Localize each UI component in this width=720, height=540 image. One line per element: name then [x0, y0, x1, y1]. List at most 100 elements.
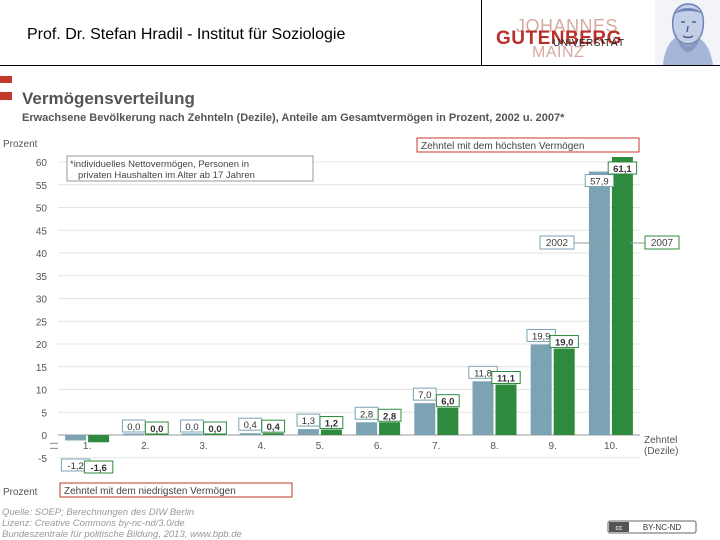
logo-line-1: JOHANNES	[516, 16, 619, 36]
x-tick-label: 9.	[549, 441, 557, 452]
data-label: 11,8	[474, 368, 492, 379]
source-line: Bundeszentrale für politische Bildung, 2…	[2, 529, 242, 540]
footnote-line-2: privaten Haushalten im Alter ab 17 Jahre…	[78, 170, 255, 181]
bar-2002	[472, 381, 494, 435]
data-label: 1,2	[325, 419, 338, 430]
top-decile-box	[416, 137, 640, 153]
data-label: 19,0	[555, 338, 574, 349]
slide-header: Prof. Dr. Stefan Hradil - Institut für S…	[0, 0, 720, 66]
bottom-decile-box	[59, 482, 293, 498]
wealth-distribution-chart: Vermögensverteilung Erwachsene Bevölkerun…	[0, 76, 697, 540]
data-label: 6,0	[441, 397, 454, 408]
x-tick-label: 10.	[604, 441, 618, 452]
source-line: Lizenz: Creative Commons by-nc-nd/3.0/de	[2, 518, 185, 529]
bar-2002	[414, 403, 436, 435]
y-tick-label: 15	[36, 363, 48, 374]
x-tick-label: 5.	[316, 441, 324, 452]
logo-line-3: UNIVERSITÄT	[553, 38, 625, 49]
data-label: 0,0	[185, 422, 198, 433]
y-tick-label: 10	[36, 386, 48, 397]
x-tick-label: 6.	[374, 441, 382, 452]
x-tick-label: 8.	[490, 441, 498, 452]
bar-2007	[320, 429, 342, 435]
logo-line-4: MAINZ	[532, 44, 585, 61]
header-rule	[0, 65, 720, 66]
x-tick-label: 2.	[141, 441, 149, 452]
data-label-box	[435, 394, 460, 408]
data-label-box	[607, 161, 638, 175]
bar-2002	[530, 344, 552, 435]
chart-title: Vermögensverteilung	[22, 89, 195, 108]
bar-2007	[379, 422, 401, 435]
data-label-box	[83, 460, 114, 474]
y-tick-label: 40	[36, 249, 48, 260]
data-label: 19,9	[532, 331, 551, 342]
data-label: 0,0	[208, 424, 221, 435]
x-tick-label: 3.	[199, 441, 207, 452]
cc-license-badge	[607, 520, 697, 534]
x-axis-label: (Dezile)	[644, 446, 678, 457]
data-label: 57,9	[590, 177, 609, 188]
y-tick-label: 55	[36, 181, 48, 192]
data-label-box	[261, 419, 286, 433]
x-tick-label: 4.	[258, 441, 266, 452]
bar-2002	[356, 422, 378, 435]
data-label: -1,6	[90, 463, 106, 474]
bar-2002	[239, 433, 261, 435]
bar-2007	[611, 156, 633, 435]
data-label-box	[412, 387, 437, 401]
bar-2002	[588, 171, 610, 435]
footnote-box	[66, 155, 314, 182]
data-label: 7,0	[418, 390, 431, 401]
bar-2007	[262, 433, 284, 435]
legend-label-2007: 2007	[651, 238, 674, 249]
bar-2002	[181, 433, 203, 435]
x-tick-label: 1.	[83, 441, 91, 452]
data-label: 2,8	[383, 411, 396, 422]
data-label: 0,0	[150, 424, 163, 435]
y-tick-label: 60	[36, 158, 48, 169]
y-tick-label: 0	[41, 431, 47, 442]
data-label-box	[584, 174, 615, 188]
data-label: 0,4	[267, 422, 281, 433]
data-label-box	[377, 408, 402, 422]
data-label: 0,0	[127, 422, 140, 433]
data-label: 11,1	[497, 373, 516, 384]
grid	[58, 161, 640, 459]
data-label: -1,2	[67, 461, 83, 472]
bar-2007	[495, 384, 517, 435]
data-label-box	[491, 370, 521, 384]
bar-2002	[65, 435, 87, 441]
y-tick-label: 25	[36, 317, 48, 328]
y-tick-label: 30	[36, 295, 48, 306]
data-label: 1,3	[302, 416, 315, 427]
logo-line-2: GUTENBERG	[496, 28, 622, 49]
license-label: BY-NC-ND	[643, 523, 682, 532]
data-label: 61,1	[613, 164, 632, 175]
footnote-line-1: *individuelles Nettovermögen, Personen i…	[70, 159, 249, 170]
data-label-box	[319, 416, 344, 430]
bar-2007	[88, 435, 110, 443]
data-label: 2,8	[360, 409, 373, 420]
bar-2002	[297, 429, 319, 435]
header-title: Prof. Dr. Stefan Hradil - Institut für S…	[27, 26, 346, 43]
legend-box-2002	[539, 235, 575, 250]
y-axis-label-bottom: Prozent	[3, 487, 38, 498]
x-axis-label: Zehntel	[644, 435, 677, 446]
header-divider	[481, 0, 482, 66]
gutenberg-portrait-icon	[655, 0, 720, 65]
university-logo: JOHANNES MAINZ GUTENBERG UNIVERSITÄT	[494, 16, 624, 62]
cc-icon	[609, 522, 629, 532]
bar-2007	[437, 407, 459, 435]
title-marker	[0, 92, 12, 100]
bottom-decile-label: Zehntel mit dem niedrigsten Vermögen	[64, 486, 236, 497]
legend-label-2002: 2002	[546, 238, 569, 249]
y-tick-label: 5	[41, 408, 47, 419]
bars	[65, 156, 633, 443]
data-label-box	[203, 421, 227, 435]
bar-2007	[553, 348, 575, 435]
y-axis-label: Prozent	[3, 139, 38, 150]
source-line: Quelle: SOEP; Berechnungen des DIW Berli…	[2, 507, 194, 518]
data-label-box	[549, 335, 579, 349]
data-label-box	[144, 421, 169, 435]
